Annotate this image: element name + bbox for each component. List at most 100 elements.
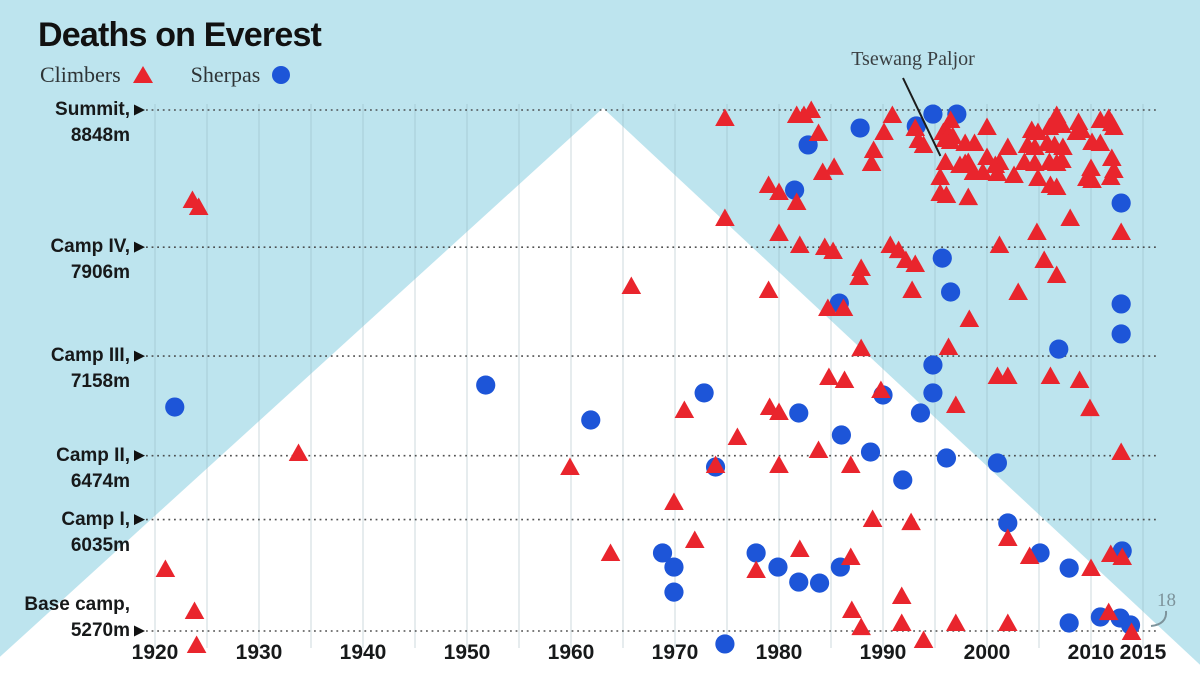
climber-point <box>1053 137 1073 155</box>
x-axis-tick-label: 1930 <box>235 641 283 664</box>
climber-point <box>1098 602 1119 621</box>
climber-point <box>940 110 961 129</box>
climber-point <box>862 509 883 528</box>
y-axis-label: Camp III, 7158m <box>50 345 130 393</box>
climber-point <box>977 147 997 166</box>
climber-point <box>891 613 912 631</box>
climber-point <box>863 140 884 159</box>
climber-point <box>664 492 684 510</box>
x-axis-tick-label: 1960 <box>547 641 595 664</box>
x-axis-tick-label: 2000 <box>963 641 1011 664</box>
camp-arrow-icon <box>134 514 145 526</box>
climber-point <box>1046 105 1067 123</box>
climber-point <box>1090 133 1111 152</box>
climber-point <box>874 122 894 140</box>
sherpa-point <box>768 557 788 577</box>
sherpa-point <box>923 355 943 375</box>
climber-point <box>1046 177 1067 196</box>
chart-title: Deaths on Everest <box>38 16 322 54</box>
climber-point <box>560 457 580 476</box>
camp-arrow-icon <box>134 104 145 116</box>
climber-point <box>946 613 966 631</box>
camp-arrow-icon <box>134 450 145 462</box>
climber-point <box>1008 282 1028 301</box>
sherpa-point <box>987 453 1008 473</box>
climber-point <box>621 276 642 295</box>
climber-point <box>888 240 909 259</box>
climber-point <box>902 280 922 298</box>
climber-point <box>998 528 1018 546</box>
climber-point <box>727 427 748 446</box>
climber-point <box>882 105 903 123</box>
climber-point <box>790 539 810 558</box>
climber-point <box>1069 370 1090 388</box>
climber-point <box>705 455 726 474</box>
climber-point <box>1046 265 1067 283</box>
climber-point <box>1082 170 1102 189</box>
climber-point <box>901 512 921 531</box>
climber-point <box>1111 222 1131 241</box>
x-axis-tick-label: 1990 <box>859 641 907 664</box>
climber-point <box>1121 622 1142 641</box>
climber-point <box>935 152 956 170</box>
sherpa-point <box>785 180 805 200</box>
climber-point <box>1052 115 1072 133</box>
legend-sherpas-label: Sherpas <box>190 62 261 87</box>
climber-point <box>1004 165 1024 183</box>
climber-point <box>973 162 993 181</box>
climber-point <box>1019 546 1040 565</box>
climber-point <box>1052 150 1072 168</box>
climber-point <box>1034 250 1054 268</box>
climber-point <box>851 258 871 276</box>
x-axis-tick-label: 1950 <box>443 641 491 664</box>
annotation-pointer-line <box>902 77 942 157</box>
climber-point <box>913 135 934 153</box>
y-axis-label: Camp I, 6035m <box>61 508 130 556</box>
x-axis-tick-label: 1980 <box>755 641 803 664</box>
sherpa-point <box>998 513 1018 533</box>
climber-point <box>808 440 829 459</box>
climber-point <box>746 560 766 578</box>
sherpa-point <box>165 397 185 417</box>
climber-point <box>715 108 735 127</box>
chart-legend: Climbers Sherpas <box>40 62 291 88</box>
sherpa-point <box>694 383 714 403</box>
sherpa-point <box>581 410 601 430</box>
climber-point <box>913 630 934 649</box>
climber-point <box>188 197 209 215</box>
climber-point <box>958 187 979 206</box>
climber-point <box>849 267 869 286</box>
climber-point <box>1060 208 1080 227</box>
sherpa-point <box>652 543 673 563</box>
climber-point <box>1081 558 1101 576</box>
climber-point <box>834 370 855 388</box>
climber-point <box>851 617 871 636</box>
climber-point <box>905 118 926 137</box>
x-axis-tick-label: 1970 <box>651 641 699 664</box>
climber-point <box>1112 547 1132 566</box>
mountain-silhouette <box>0 108 1200 675</box>
sherpa-point <box>1059 558 1079 578</box>
sherpa-point <box>831 425 852 445</box>
climber-point <box>786 192 807 211</box>
annotation-tsewang-paljor: Tsewang Paljor <box>851 48 975 70</box>
x-axis-tick-label: 2010 <box>1067 641 1115 664</box>
climber-point <box>1080 398 1100 417</box>
camp-arrow-icon <box>134 625 145 637</box>
sherpa-point <box>1111 324 1131 344</box>
sherpa-point <box>809 573 830 593</box>
climber-point <box>936 185 957 204</box>
climber-point <box>989 152 1010 170</box>
climber-point <box>1102 148 1122 167</box>
climber-point <box>840 547 861 566</box>
climber-point <box>1040 366 1061 385</box>
climber-point <box>1028 168 1048 187</box>
y-axis-label: Summit, 8848m <box>55 99 130 146</box>
climber-point <box>155 559 176 577</box>
x-axis-tick-label: 1940 <box>339 641 387 664</box>
footnote-pointer-line <box>1150 610 1168 627</box>
climber-point <box>989 235 1010 253</box>
sherpa-point <box>923 104 943 124</box>
